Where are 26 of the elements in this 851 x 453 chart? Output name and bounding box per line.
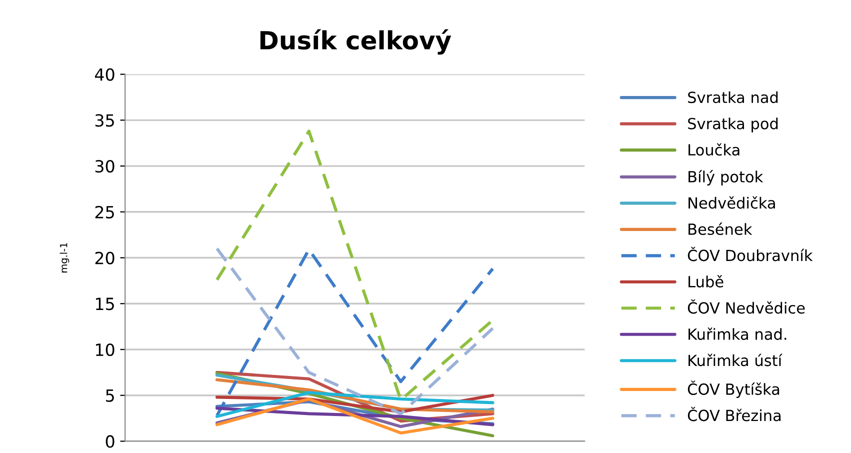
legend-label: Svratka pod bbox=[688, 118, 778, 132]
legend-label: Lubě bbox=[688, 275, 724, 288]
y-tick-label: 10 bbox=[96, 343, 114, 356]
legend-label: ČOV Doubravník bbox=[688, 246, 813, 262]
y-tick-label: 35 bbox=[95, 114, 114, 127]
legend-label: Kuřimka ústí bbox=[688, 354, 782, 366]
y-tick-label: 30 bbox=[95, 160, 114, 173]
y-tick-label: 20 bbox=[95, 252, 114, 264]
legend-label: Loučka bbox=[688, 143, 740, 156]
legend-label: ČOV Bytíška bbox=[688, 380, 780, 398]
legend-label: Svratka nad bbox=[688, 91, 778, 104]
y-tick-label: 0 bbox=[106, 435, 114, 448]
y-tick-label: 25 bbox=[95, 206, 114, 218]
legend-label: ČOV Březina bbox=[688, 406, 781, 422]
line-series bbox=[215, 391, 494, 418]
legend-label: Kuřimka nad. bbox=[688, 328, 786, 340]
line-series bbox=[215, 397, 494, 434]
y-axis-title: mg.l-1 bbox=[60, 243, 70, 272]
legend-label: Besének bbox=[688, 222, 752, 235]
y-tick-label: 40 bbox=[94, 68, 114, 81]
y-tick-label: 5 bbox=[106, 390, 114, 402]
y-tick-label: 15 bbox=[96, 298, 114, 310]
chart-title: Dusík celkový bbox=[260, 29, 452, 55]
legend-label: ČOV Nedvědice bbox=[688, 299, 805, 314]
legend-label: Nedvědička bbox=[688, 196, 775, 209]
legend-label: Bílý potok bbox=[688, 170, 764, 186]
